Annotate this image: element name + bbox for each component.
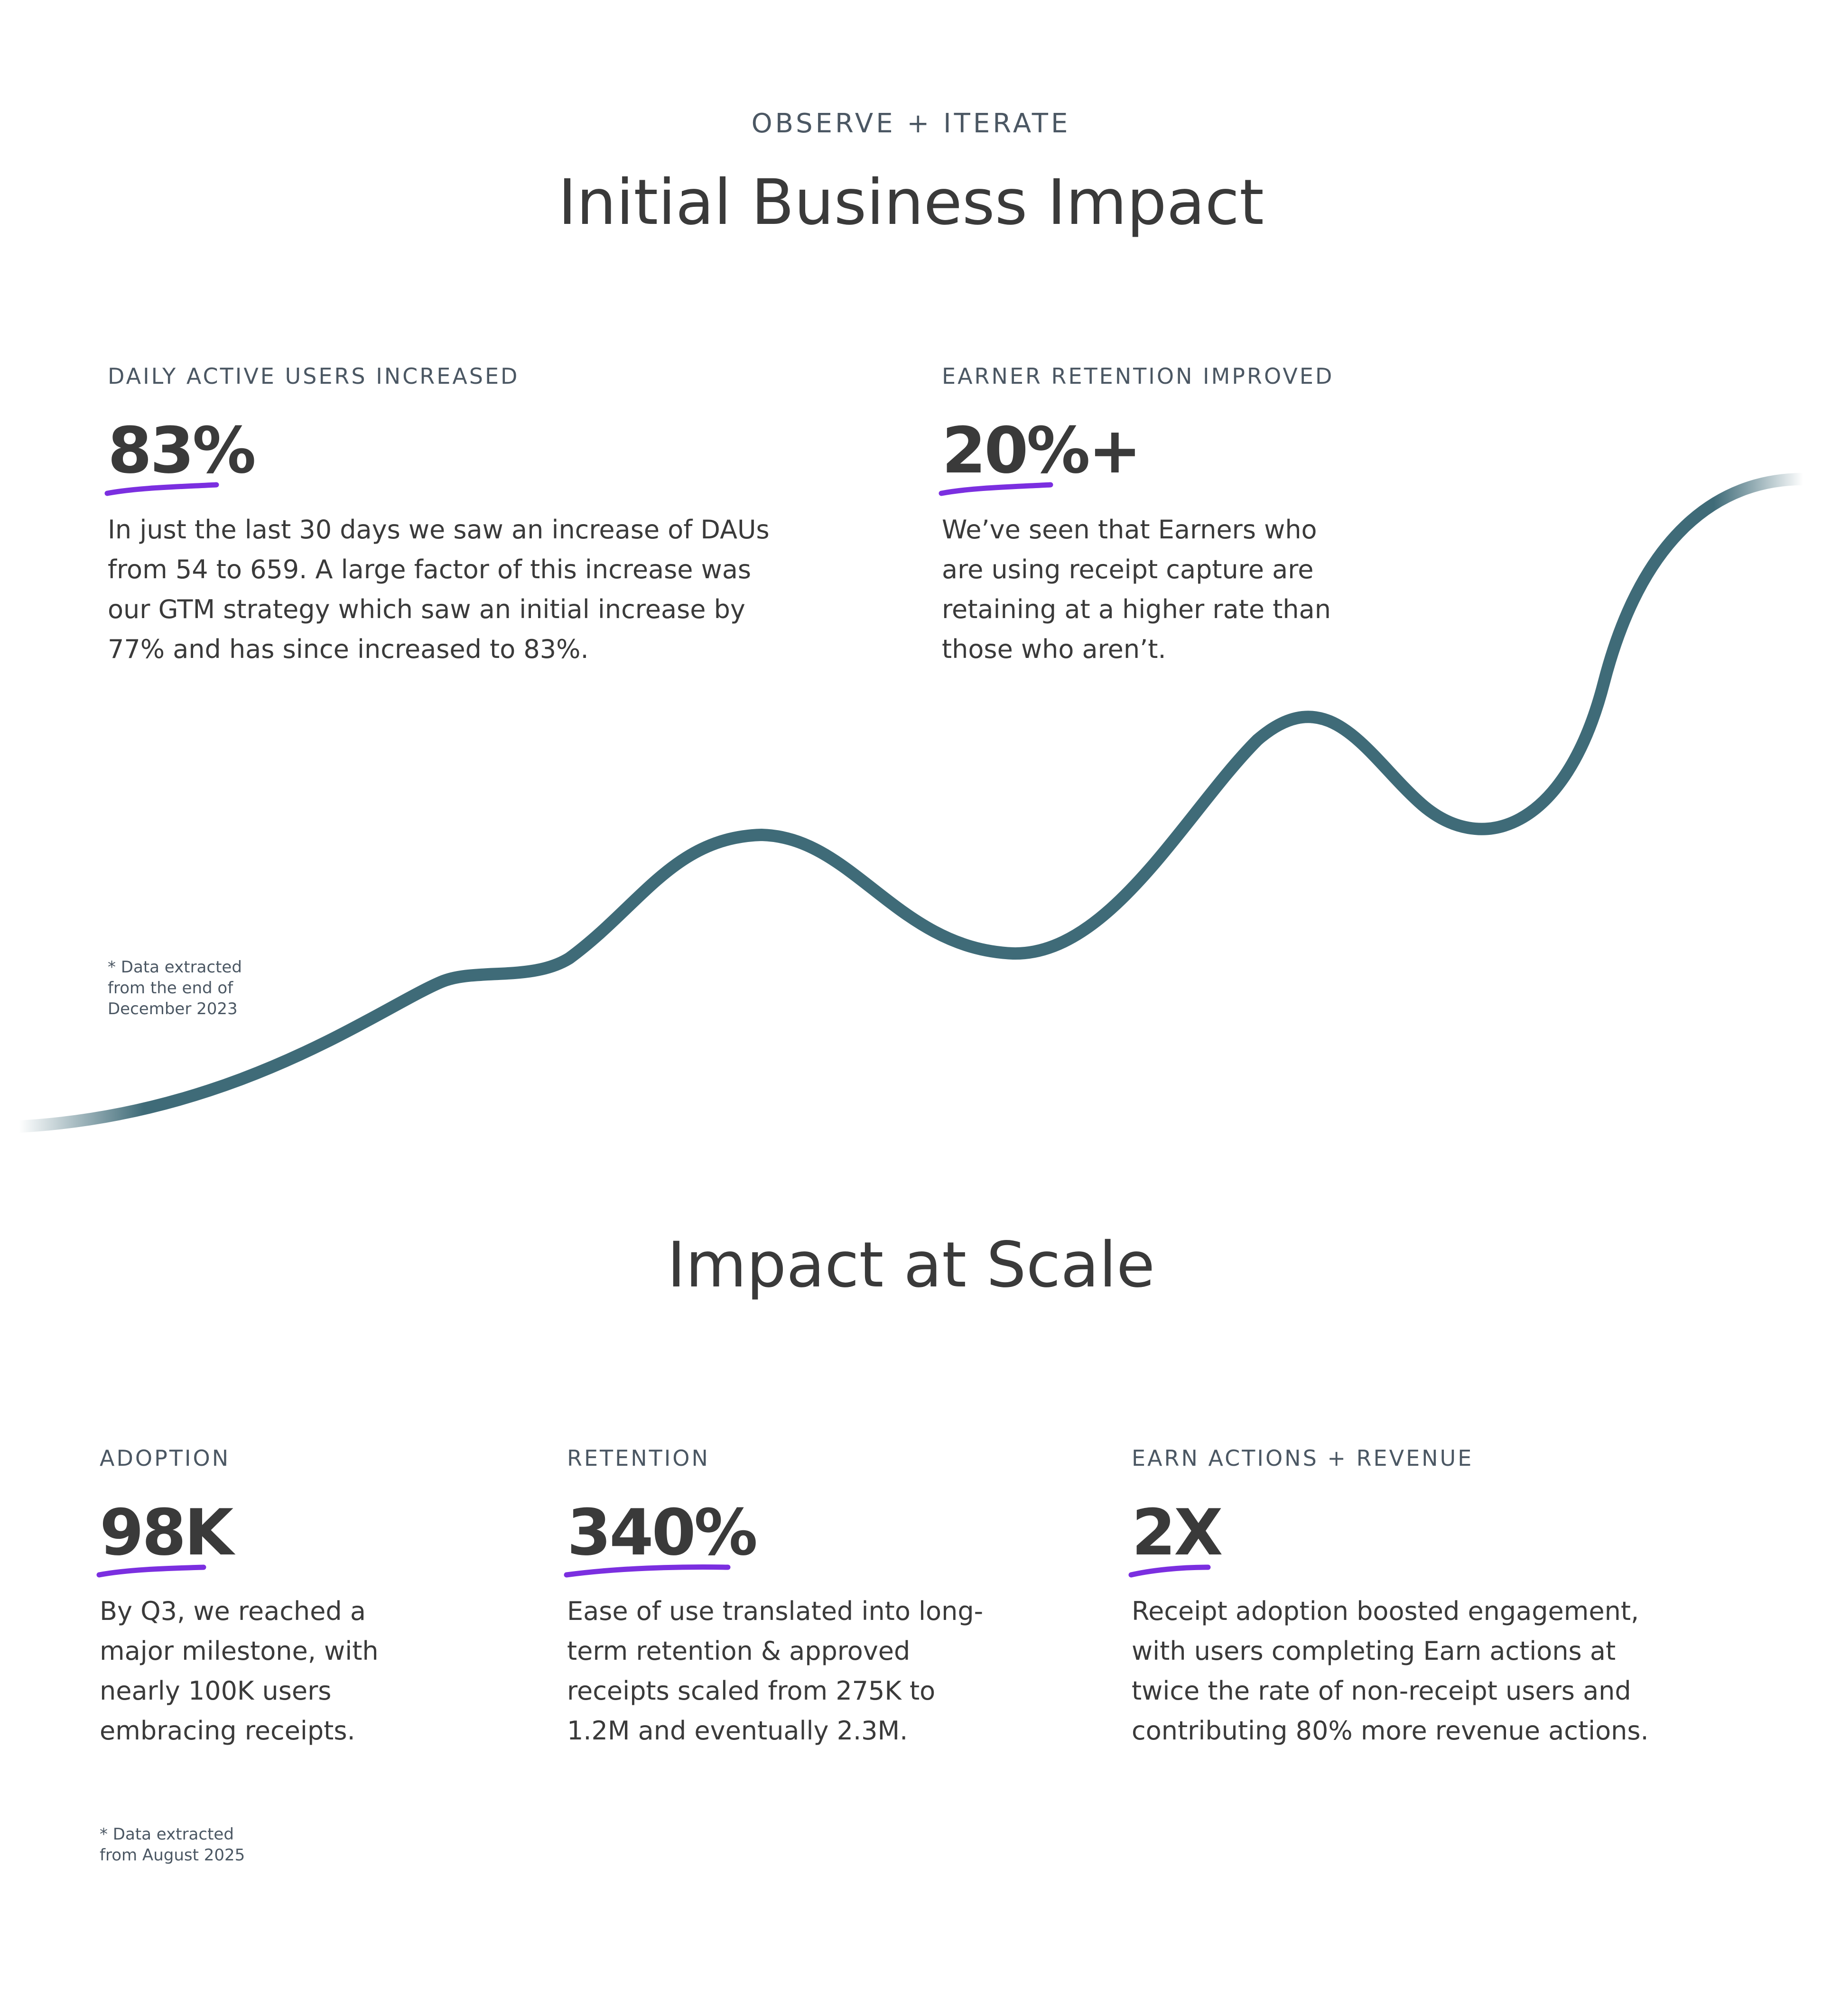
stat-value-adoption: 98K: [100, 1496, 233, 1570]
stat-value-earn-revenue: 2X: [1132, 1496, 1223, 1570]
stat-description-earn-revenue: Receipt adoption boosted engagement, wit…: [1132, 1596, 1649, 1746]
footnote-initial: * Data extracted from the end of Decembe…: [108, 958, 242, 1018]
page-title: Initial Business Impact: [558, 166, 1264, 239]
stat-description-retention: We’ve seen that Earners who are using re…: [942, 515, 1331, 664]
section-eyebrow: OBSERVE + ITERATE: [751, 108, 1071, 139]
stat-description-dau: In just the last 30 days we saw an incre…: [108, 515, 770, 664]
underline-squiggle: [564, 1564, 731, 1578]
stat-label-dau: DAILY ACTIVE USERS INCREASED: [108, 363, 520, 389]
stat-value-dau: 83%: [108, 414, 256, 488]
stat-label-earn-revenue: EARN ACTIONS + REVENUE: [1132, 1445, 1474, 1471]
stat-description-scale-retention: Ease of use translated into long-term re…: [567, 1596, 984, 1746]
wave-path: [13, 473, 1809, 1133]
stat-label-adoption: ADOPTION: [100, 1445, 231, 1471]
stat-value-retention: 20%+: [942, 414, 1142, 488]
section-title-scale: Impact at Scale: [667, 1229, 1155, 1302]
stat-value-scale-retention: 340%: [567, 1496, 758, 1570]
stat-label-retention: EARNER RETENTION IMPROVED: [942, 363, 1334, 389]
footnote-scale: * Data extracted from August 2025: [100, 1825, 245, 1865]
growth-wave-decoration: [13, 473, 1809, 1133]
underline-squiggle: [96, 1564, 206, 1578]
underline-squiggle: [939, 482, 1053, 496]
stat-label-scale-retention: RETENTION: [567, 1445, 710, 1471]
stat-description-adoption: By Q3, we reached a major milestone, wit…: [100, 1596, 379, 1746]
underline-squiggle: [104, 482, 219, 496]
underline-squiggle: [1128, 1564, 1211, 1578]
